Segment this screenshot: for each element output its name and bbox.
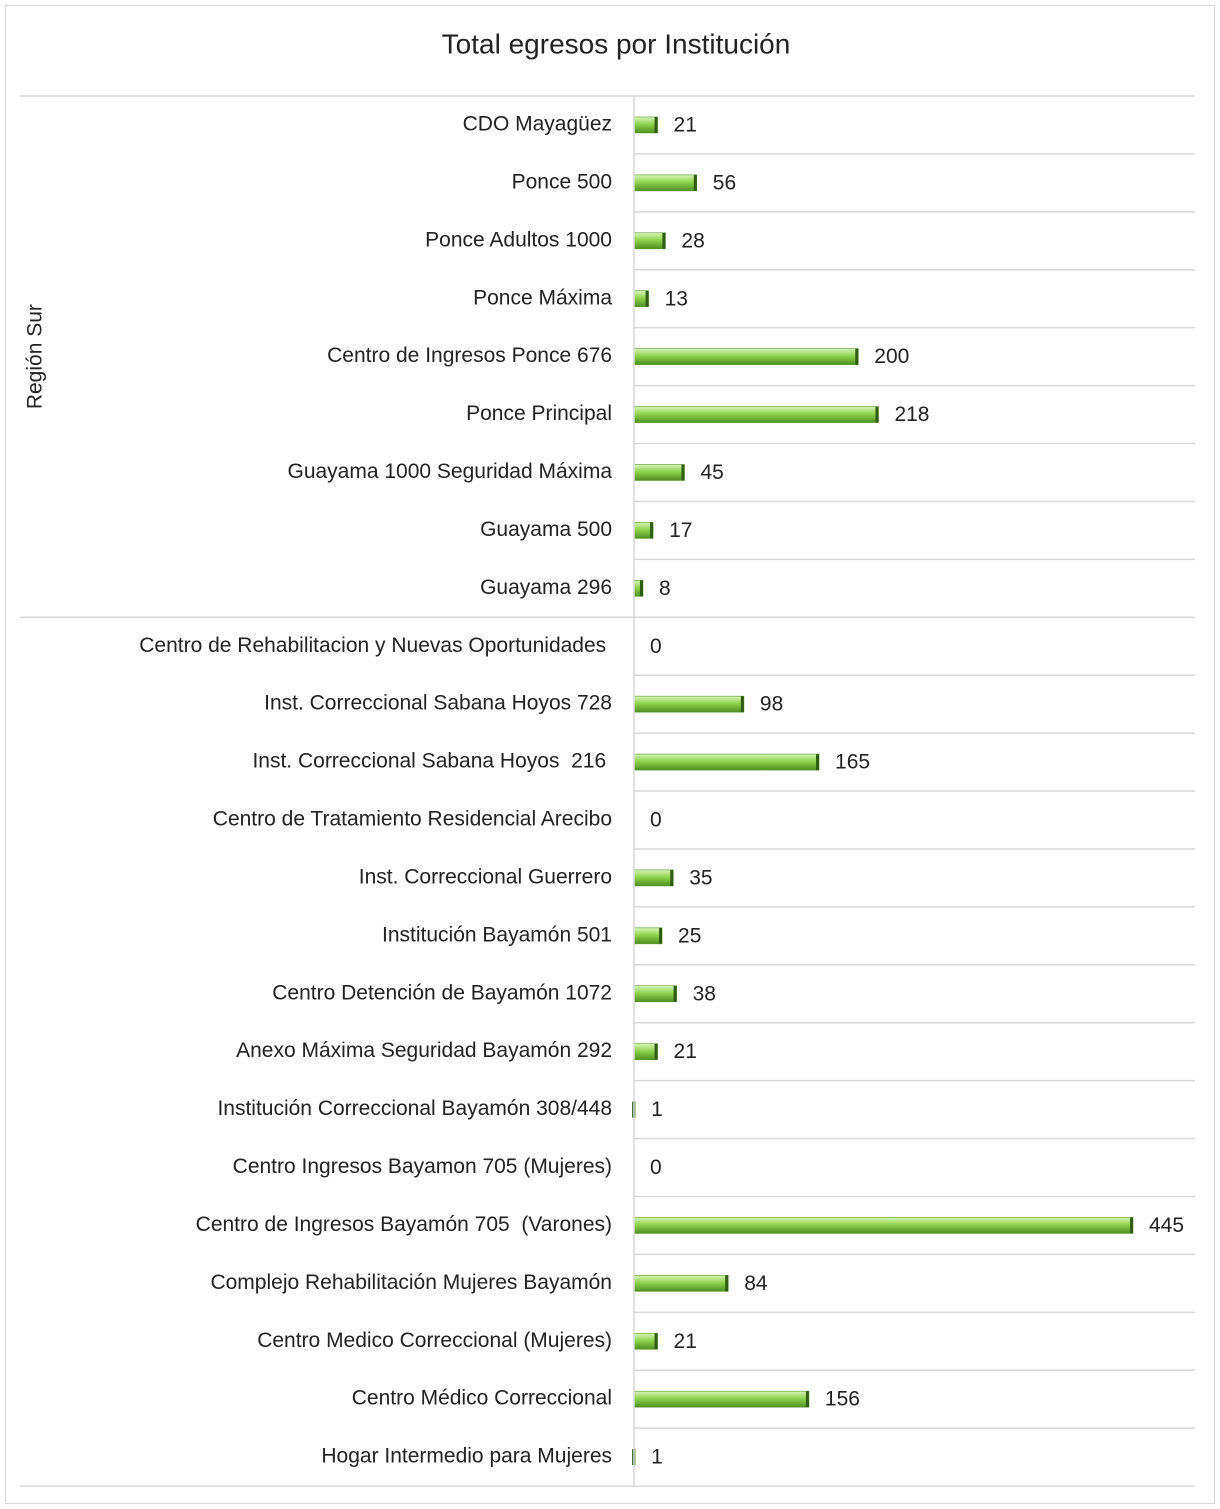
value-label: 25: [678, 924, 701, 947]
bar: [633, 406, 879, 423]
category-label: Centro de Tratamiento Residencial Arecib…: [213, 808, 612, 831]
category-label: Centro de Rehabilitacion y Nuevas Oportu…: [139, 634, 612, 657]
category-label: Hogar Intermedio para Mujeres: [321, 1445, 612, 1468]
bar-edge: [650, 522, 654, 539]
bar-edge: [875, 406, 879, 423]
category-label: Centro Ingresos Bayamon 705 (Mujeres): [233, 1155, 612, 1178]
category-label: Institución Bayamón 501: [382, 923, 612, 946]
category-label: Institución Correccional Bayamón 308/448: [217, 1097, 612, 1120]
category-label: Ponce Máxima: [473, 286, 612, 309]
value-label: 445: [1149, 1214, 1184, 1237]
category-label: Guayama 500: [480, 518, 612, 541]
value-label: 165: [835, 751, 870, 774]
category-label: Guayama 296: [480, 576, 612, 599]
value-label: 0: [650, 809, 662, 832]
bar: [633, 985, 677, 1003]
value-label: 1: [651, 1446, 663, 1469]
category-label: Inst. Correccional Guerrero: [359, 865, 612, 888]
bar-edge: [1130, 1217, 1133, 1234]
bar-edge: [855, 348, 859, 365]
bar: [633, 753, 820, 771]
category-label: Guayama 1000 Seguridad Máxima: [287, 460, 612, 483]
category-label: Complejo Rehabilitación Mujeres Bayamón: [210, 1271, 612, 1294]
category-label: Centro Medico Correccional (Mujeres): [257, 1329, 612, 1352]
category-label: Centro de Ingresos Bayamón 705 (Varones): [196, 1213, 612, 1236]
chart-title: Total egresos por Institución: [442, 28, 791, 59]
bar-edge: [662, 232, 666, 249]
category-label: Ponce Principal: [466, 402, 612, 425]
value-label: 21: [674, 1330, 697, 1353]
value-label: 17: [669, 519, 692, 542]
value-label: 8: [659, 577, 671, 600]
bar: [633, 464, 685, 481]
value-label: 1: [651, 1098, 663, 1121]
bar-edge: [725, 1275, 729, 1292]
value-label: 45: [700, 461, 723, 484]
category-label: Ponce 500: [512, 170, 612, 193]
bar: [633, 1275, 729, 1292]
bar: [633, 927, 663, 945]
bar-edge: [693, 174, 697, 191]
value-label: 13: [665, 287, 688, 310]
bar-edge: [654, 116, 658, 133]
bar: [633, 1390, 810, 1408]
bar-edge: [654, 1333, 658, 1350]
category-label: Anexo Máxima Seguridad Bayamón 292: [236, 1039, 612, 1062]
category-label: Centro Detención de Bayamón 1072: [272, 981, 612, 1004]
bar-edge: [740, 696, 744, 713]
category-label: Centro de Ingresos Ponce 676: [327, 344, 612, 367]
value-label: 0: [650, 635, 662, 658]
bar: [633, 232, 666, 250]
bar: [633, 1043, 658, 1060]
bar-edge: [805, 1391, 809, 1408]
value-label: 21: [674, 1040, 697, 1063]
bar-edge: [816, 754, 820, 771]
value-label: 35: [689, 866, 712, 889]
bar-edge: [645, 290, 649, 307]
value-label: 28: [681, 229, 704, 252]
category-label: Ponce Adultos 1000: [425, 228, 612, 251]
value-label: 218: [894, 403, 929, 426]
bar: [633, 869, 674, 887]
category-label: Inst. Correccional Sabana Hoyos 216: [252, 750, 612, 773]
value-label: 156: [825, 1388, 860, 1411]
bar-edge: [654, 1043, 658, 1060]
bar-edge: [670, 869, 674, 886]
bar-edge: [673, 985, 677, 1002]
bar-edge: [681, 464, 685, 481]
category-label: Centro Médico Correccional: [352, 1387, 612, 1410]
category-label: CDO Mayagüez: [463, 113, 612, 136]
value-label: 56: [713, 171, 736, 194]
value-label: 98: [760, 693, 783, 716]
bar: [633, 695, 745, 713]
bar: [633, 348, 859, 365]
bar: [633, 1332, 658, 1350]
bar-edge: [659, 927, 663, 944]
group-label: Región Sur: [24, 304, 47, 409]
value-label: 200: [874, 345, 909, 368]
category-label: Inst. Correccional Sabana Hoyos 728: [264, 692, 612, 715]
value-label: 84: [744, 1272, 768, 1295]
bar-edge: [639, 580, 643, 597]
bar: [633, 174, 698, 192]
value-label: 0: [650, 1156, 662, 1179]
bar: [633, 116, 658, 134]
value-label: 21: [674, 114, 697, 137]
bar: [633, 1217, 1134, 1234]
value-label: 38: [693, 982, 716, 1005]
